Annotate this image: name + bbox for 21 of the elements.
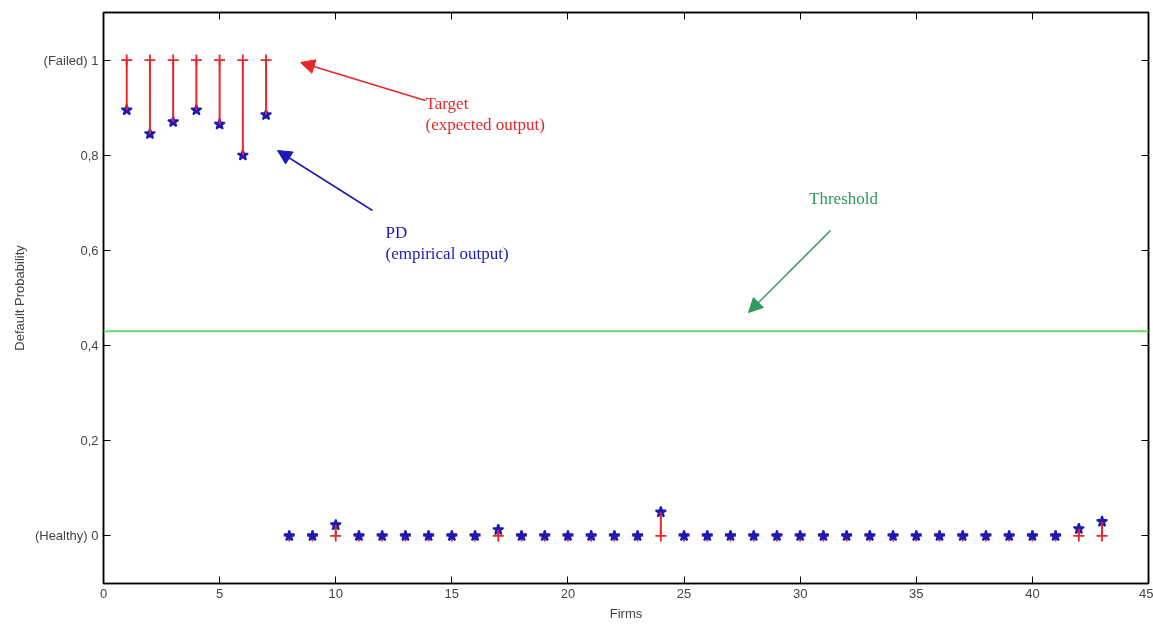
- annotation: Threshold: [809, 188, 879, 208]
- x-axis-title: Firms: [609, 605, 643, 621]
- x-tick-label: 45: [1139, 585, 1153, 601]
- y-tick-label: 0,6: [80, 242, 99, 258]
- annotation: PD (empirical output): [385, 222, 509, 264]
- x-tick-label: 35: [909, 585, 924, 601]
- y-tick-label: 0,2: [80, 433, 99, 449]
- y-tick-label: 0,8: [80, 147, 99, 163]
- y-tick-label: 0,4: [80, 338, 99, 354]
- x-tick-label: 10: [328, 585, 343, 601]
- x-tick-label: 15: [444, 585, 460, 601]
- y-axis-title: Default Probability: [11, 244, 27, 351]
- x-tick-label: 5: [216, 585, 224, 601]
- annotation: Target (expected output): [425, 93, 545, 135]
- y-tick-label: (Healthy) 0: [34, 528, 99, 544]
- y-tick-label: (Failed) 1: [43, 52, 99, 68]
- x-tick-label: 20: [560, 585, 576, 601]
- x-tick-label: 30: [792, 585, 808, 601]
- x-tick-label: 40: [1025, 585, 1040, 601]
- x-tick-label: 25: [676, 585, 692, 601]
- x-tick-label: 0: [99, 585, 108, 601]
